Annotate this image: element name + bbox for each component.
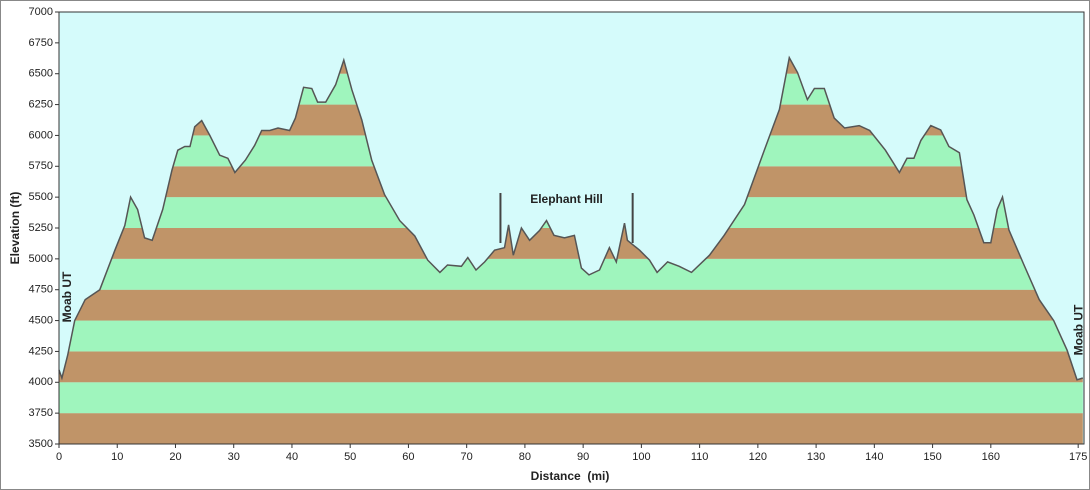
y-tick-label: 5750 [29, 160, 53, 172]
x-tick-label: 30 [228, 451, 240, 463]
y-axis-label: Elevation (ft) [8, 192, 22, 265]
y-tick-label: 4750 [29, 284, 53, 296]
elevation-band [59, 320, 1083, 352]
elevation-band [59, 351, 1083, 383]
elevation-band [59, 258, 1083, 290]
x-tick-label: 110 [691, 451, 709, 463]
y-tick-label: 6500 [29, 68, 53, 80]
elevation-band [59, 289, 1083, 321]
x-tick-label: 120 [749, 451, 767, 463]
x-tick-label: 175 [1069, 451, 1087, 463]
y-tick-label: 6000 [29, 129, 53, 141]
y-tick-label: 5000 [29, 253, 53, 265]
x-tick-label: 20 [169, 451, 181, 463]
x-tick-label: 140 [865, 451, 883, 463]
elevation-line [58, 55, 1084, 381]
annotation: Moab UT [1071, 304, 1085, 355]
y-tick-label: 5250 [29, 222, 53, 234]
elevation-band [59, 413, 1083, 444]
annotation: Elephant Hill [530, 192, 603, 206]
x-tick-label: 100 [632, 451, 650, 463]
x-tick-label: 50 [344, 451, 356, 463]
y-tick-label: 4250 [29, 345, 53, 357]
x-tick-label: 10 [111, 451, 123, 463]
y-tick-label: 6250 [29, 98, 53, 110]
y-tick-label: 4000 [29, 376, 53, 388]
y-tick-label: 5500 [29, 191, 53, 203]
x-axis-label: Distance (mi) [531, 469, 610, 483]
y-tick-label: 3500 [29, 438, 53, 450]
y-tick-label: 6750 [29, 37, 53, 49]
annotation: Moab UT [60, 271, 74, 322]
x-tick-label: 0 [56, 451, 62, 463]
x-tick-label: 160 [982, 451, 1000, 463]
x-tick-label: 60 [402, 451, 414, 463]
y-tick-label: 7000 [29, 6, 53, 18]
x-tick-label: 40 [286, 451, 298, 463]
x-tick-label: 90 [577, 451, 589, 463]
x-tick-label: 130 [807, 451, 825, 463]
elevation-band [59, 382, 1083, 414]
x-tick-label: 70 [461, 451, 473, 463]
y-tick-label: 4500 [29, 314, 53, 326]
x-tick-label: 80 [519, 451, 531, 463]
y-tick-label: 3750 [29, 407, 53, 419]
x-tick-label: 150 [923, 451, 941, 463]
